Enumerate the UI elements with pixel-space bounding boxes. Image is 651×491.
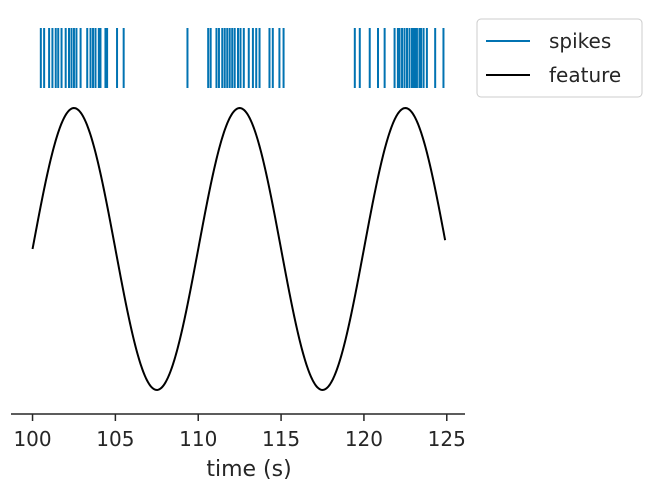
x-tick-label: 115 xyxy=(262,427,300,451)
legend-frame xyxy=(476,18,643,98)
x-axis-ticks: 100 105 110 115 120 125 xyxy=(13,414,466,451)
x-axis-label: time (s) xyxy=(206,457,291,482)
x-tick-label: 125 xyxy=(428,427,466,451)
x-tick-label: 120 xyxy=(345,427,383,451)
feature-line xyxy=(31,107,447,391)
legend-label-spikes: spikes xyxy=(549,29,611,53)
x-tick-label: 110 xyxy=(179,427,217,451)
x-tick-label: 100 xyxy=(13,427,51,451)
legend: spikes feature xyxy=(476,18,643,98)
spike-raster xyxy=(39,28,445,88)
legend-label-feature: feature xyxy=(549,63,621,87)
x-tick-label: 105 xyxy=(96,427,134,451)
